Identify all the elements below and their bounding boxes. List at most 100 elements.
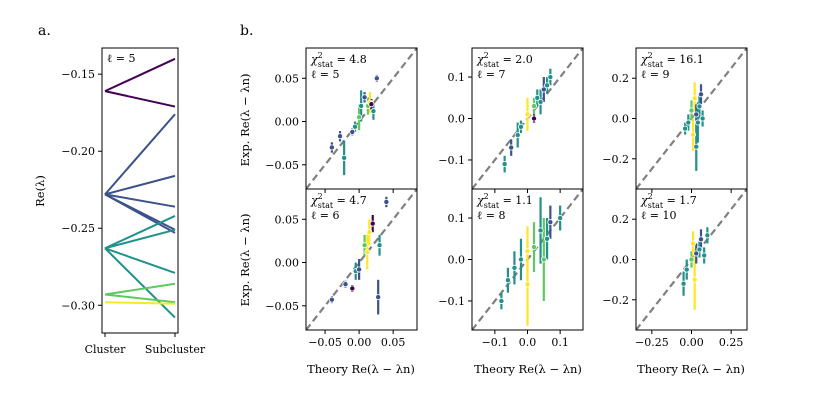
- chi-superscript: 2: [318, 192, 323, 201]
- data-point: [696, 103, 703, 110]
- ytick-label: 0.0: [448, 113, 466, 126]
- chi-superscript: 2: [648, 192, 653, 201]
- chi-subscript: stat: [648, 201, 664, 210]
- ytick-label: −0.05: [265, 300, 299, 313]
- scatter-panel-content: [472, 189, 583, 330]
- data-point: [698, 91, 705, 98]
- ytick-label: −0.2: [602, 153, 629, 166]
- chi2-annotation: χ2 stat = 1.1: [476, 192, 533, 210]
- chi2-annotation: χ2 stat = 4.8: [310, 51, 367, 69]
- data-point: [691, 276, 698, 283]
- spectrum-line-4-0: [104, 301, 176, 305]
- data-point: [361, 242, 368, 249]
- data-point: [375, 294, 382, 301]
- ell-annotation: ℓ = 10: [641, 209, 676, 222]
- chi-subscript: stat: [484, 201, 500, 210]
- chi2-annotation: χ2 stat = 16.1: [640, 51, 704, 69]
- data-point: [498, 297, 505, 304]
- data-point: [358, 102, 365, 109]
- exp-ylabel-top: Exp. Re(λ − λn): [238, 74, 252, 167]
- spectrum-lines: [104, 57, 176, 319]
- data-point: [369, 220, 376, 227]
- data-point: [547, 74, 554, 81]
- data-point: [366, 229, 373, 236]
- chi2-value: = 1.1: [499, 194, 533, 207]
- data-point: [531, 103, 538, 110]
- scatter-panel-content: [636, 189, 747, 330]
- data-point: [508, 144, 515, 151]
- data-point: [342, 281, 349, 288]
- data-point: [364, 249, 371, 256]
- panel-frame: [305, 188, 418, 331]
- spectrum-line-3-0: [104, 282, 176, 296]
- data-point: [557, 215, 564, 222]
- theory-xlabel-2: Theory Re(λ − λn): [474, 362, 582, 376]
- chi2-annotation: χ2 stat = 4.7: [310, 192, 367, 210]
- spectrum-ytick-label: −0.30: [61, 299, 95, 312]
- data-point: [544, 82, 551, 89]
- data-point: [688, 107, 695, 114]
- data-point: [680, 280, 687, 287]
- chi2-value: = 16.1: [663, 53, 704, 66]
- spectrum-chart: −0.15 −0.20 −0.25 −0.30 ℓ = 5 Re(λ) Cluster…: [33, 47, 206, 356]
- ytick-label: 0.00: [275, 257, 300, 270]
- data-point: [504, 277, 511, 284]
- data-point: [524, 281, 531, 288]
- data-point: [517, 256, 524, 263]
- xtick-label: −0.05: [308, 336, 342, 349]
- data-point: [698, 236, 705, 243]
- ytick-label: 0.1: [448, 212, 466, 225]
- data-point: [337, 133, 344, 140]
- ell-annotation: ℓ = 6: [311, 209, 339, 222]
- data-point: [524, 248, 531, 255]
- chi2-value: = 4.7: [333, 194, 367, 207]
- chi2-annotation: χ2 stat = 2.0: [476, 51, 533, 69]
- data-point: [534, 94, 541, 101]
- diagonal-reference-line: [306, 189, 417, 330]
- spectrum-line-2-2: [104, 247, 176, 274]
- data-point: [356, 114, 363, 121]
- category-subcluster: Subcluster: [145, 343, 206, 356]
- data-point: [531, 115, 538, 122]
- data-point: [361, 94, 368, 101]
- spectrum-line-2-3: [104, 247, 176, 319]
- spectrum-line-2-0: [104, 215, 176, 250]
- data-point: [531, 244, 538, 251]
- data-point: [352, 123, 359, 130]
- ell-annotation: ℓ = 9: [641, 68, 669, 81]
- chi2-value: = 1.7: [663, 194, 697, 207]
- spectrum-line-1-4: [104, 193, 176, 234]
- data-point: [693, 111, 700, 118]
- data-point: [540, 86, 547, 93]
- data-point: [690, 240, 697, 247]
- xtick-label: 0.0: [519, 336, 537, 349]
- data-point: [511, 264, 518, 271]
- ytick-label: 0.0: [448, 254, 466, 267]
- data-point: [537, 227, 544, 234]
- spectrum-ytick-label: −0.25: [61, 222, 95, 235]
- data-point: [682, 125, 689, 132]
- spectrum-line-1-2: [104, 193, 176, 208]
- data-point: [376, 242, 383, 249]
- chi-symbol: χ: [476, 53, 485, 66]
- chi-symbol: χ: [640, 53, 649, 66]
- theory-xlabel-3: Theory Re(λ − λn): [637, 362, 745, 376]
- spectrum-ylabel: Re(λ): [33, 175, 47, 207]
- data-point: [370, 108, 377, 115]
- scatter-panel-2: −0.10.00.1χ2 stat = 2.0ℓ = 7: [438, 47, 584, 193]
- data-point: [514, 132, 521, 139]
- data-point: [696, 246, 703, 253]
- ell-annotation: ℓ = 5: [311, 68, 339, 81]
- ytick-label: −0.05: [265, 159, 299, 172]
- data-point: [501, 161, 508, 168]
- ytick-label: −0.1: [438, 295, 465, 308]
- panel-label-b: b.: [240, 23, 253, 39]
- ytick-label: 0.2: [612, 213, 630, 226]
- spectrum-line-1-1: [104, 174, 176, 196]
- scatter-panel-5: −0.10.00.1−0.1 0.0 0.1χ2 stat = 1.1ℓ = 8: [438, 188, 584, 349]
- xtick-label: 0.00: [347, 336, 372, 349]
